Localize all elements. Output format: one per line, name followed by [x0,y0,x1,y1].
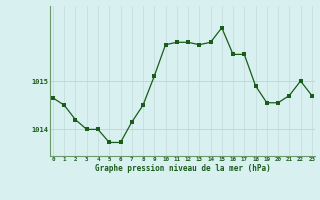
X-axis label: Graphe pression niveau de la mer (hPa): Graphe pression niveau de la mer (hPa) [94,164,270,173]
